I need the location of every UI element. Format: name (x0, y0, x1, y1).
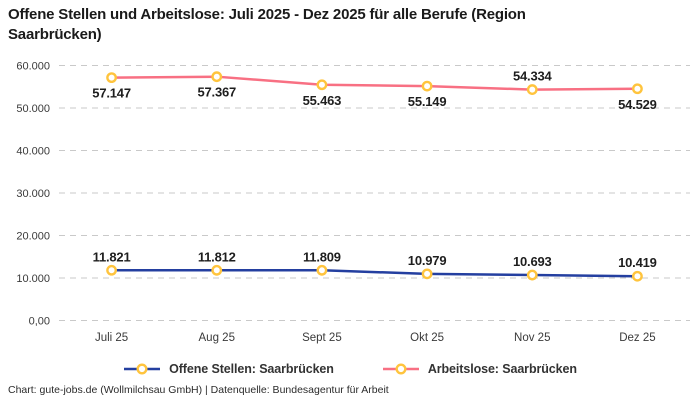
chart-legend: Offene Stellen: Saarbrücken Arbeitslose:… (0, 362, 700, 376)
data-point-marker (632, 270, 643, 282)
legend-label-offene-stellen: Offene Stellen: Saarbrücken (169, 362, 334, 376)
legend-item-arbeitslose[interactable]: Arbeitslose: Saarbrücken (382, 362, 577, 376)
data-point-label: 10.979 (408, 253, 447, 268)
legend-label-arbeitslose: Arbeitslose: Saarbrücken (427, 362, 577, 376)
data-point-marker (421, 268, 433, 280)
data-point-label: 11.809 (303, 249, 341, 264)
x-axis-tick-label: Sept 25 (302, 332, 342, 344)
y-axis-tick-label: 50.000 (16, 103, 50, 115)
y-axis-tick-label: 20.000 (16, 231, 50, 243)
line-marker-swatch-icon (382, 363, 419, 375)
data-point-marker (421, 80, 433, 92)
legend-item-offene-stellen[interactable]: Offene Stellen: Saarbrücken (123, 362, 334, 376)
data-point-marker (632, 83, 643, 95)
series-line-0 (110, 269, 639, 278)
y-axis-tick-label: 60.000 (16, 61, 50, 73)
data-point-label: 54.529 (618, 97, 657, 112)
data-point-marker (526, 84, 538, 95)
x-axis-tick-label: Dez 25 (619, 332, 655, 344)
data-point-marker (106, 72, 117, 84)
data-point-marker (316, 264, 328, 276)
x-axis-tick-label: Aug 25 (199, 332, 235, 344)
attribution-footer: Chart: gute-jobs.de (Wollmilchsau GmbH) … (8, 384, 389, 396)
data-point-label: 55.463 (303, 93, 342, 108)
data-point-label: 55.149 (408, 94, 447, 109)
x-axis-tick-label: Okt 25 (410, 332, 444, 344)
data-point-label: 10.419 (618, 255, 657, 270)
y-axis-tick-label: 10.000 (16, 273, 50, 285)
data-point-marker (526, 269, 538, 281)
series-line-1 (110, 75, 639, 91)
y-axis-tick-label: 0,00 (29, 316, 50, 328)
data-point-label: 10.693 (513, 254, 552, 269)
y-axis-tick-label: 40.000 (16, 146, 50, 158)
data-point-label: 11.821 (93, 249, 131, 264)
data-point-label: 57.147 (92, 86, 131, 101)
y-axis-tick-label: 30.000 (16, 188, 50, 200)
data-point-marker (106, 264, 117, 276)
x-axis-tick-label: Nov 25 (514, 332, 550, 344)
data-point-marker (211, 264, 223, 276)
line-marker-swatch-icon (124, 363, 161, 375)
x-axis-tick-label: Juli 25 (95, 332, 128, 344)
data-point-label: 57.367 (197, 85, 236, 100)
chart-title: Offene Stellen und Arbeitslose: Juli 202… (8, 6, 526, 43)
data-point-label: 11.812 (198, 249, 236, 264)
data-point-label: 54.334 (513, 69, 553, 84)
data-point-marker (211, 71, 223, 83)
data-point-marker (316, 79, 328, 91)
